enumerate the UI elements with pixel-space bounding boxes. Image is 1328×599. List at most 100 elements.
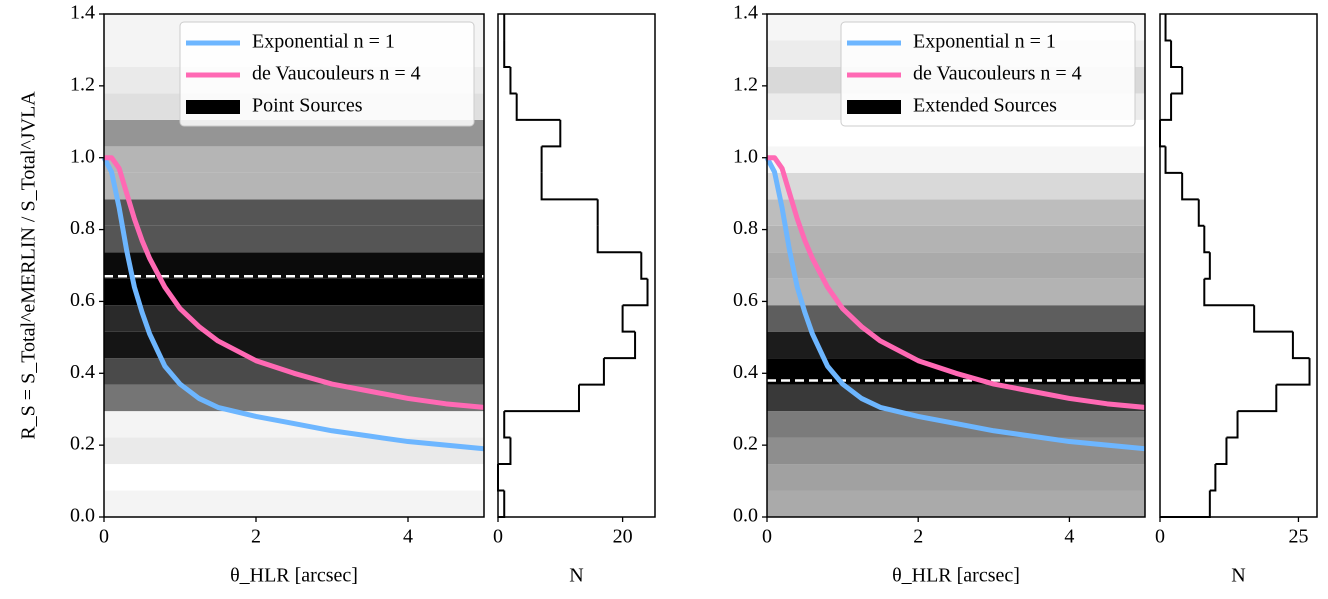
y-tick-label: 1.0 — [733, 145, 758, 167]
axes-frame — [497, 13, 656, 518]
histogram-step — [640, 252, 648, 280]
histogram-step — [621, 305, 636, 333]
y-tick-label: 1.4 — [70, 2, 95, 24]
x-axis-label: N — [569, 565, 583, 587]
histogram-step — [1226, 411, 1239, 439]
curve — [767, 155, 1146, 410]
histogram-step — [1237, 384, 1278, 413]
x-tick-label: 4 — [1064, 526, 1074, 548]
axes-frame — [103, 13, 485, 518]
density-band — [104, 490, 484, 517]
histogram-step — [541, 119, 562, 148]
x-tick-label: 25 — [1288, 526, 1308, 548]
legend-label: de Vaucouleurs n = 4 — [913, 63, 1082, 85]
y-tick-label: 0.0 — [733, 505, 758, 527]
histogram-step — [1159, 119, 1166, 148]
x-tick-label: 2 — [913, 526, 923, 548]
histogram-step — [515, 93, 561, 121]
x-tick-label: 4 — [403, 526, 413, 548]
histogram-step — [504, 384, 580, 413]
histogram-step — [1164, 14, 1172, 42]
histogram-step — [1204, 252, 1211, 280]
y-tick-label: 0.6 — [733, 289, 758, 311]
histogram-step — [578, 358, 605, 386]
legend-label: Extended Sources — [913, 95, 1057, 117]
x-axis-label: θ_HLR [arcsec] — [892, 565, 1020, 587]
legend-box — [179, 21, 475, 127]
curve — [101, 156, 485, 452]
axes-frame — [1159, 13, 1318, 518]
histogram-step — [540, 172, 598, 201]
x-axis-label: θ_HLR [arcsec] — [230, 565, 358, 587]
histogram-step — [1276, 358, 1311, 386]
histogram-step — [1203, 278, 1255, 307]
histogram-step — [622, 278, 649, 307]
density-band — [104, 146, 484, 173]
histogram-step — [503, 40, 511, 68]
y-tick-label: 1.2 — [733, 73, 758, 95]
x-tick-label: 0 — [99, 526, 109, 548]
y-tick-label: 0.4 — [70, 361, 95, 383]
histogram-step — [509, 66, 517, 95]
histogram-step — [603, 331, 637, 360]
y-tick-label: 0.8 — [733, 217, 758, 239]
legend-label: Exponential n = 1 — [252, 31, 395, 53]
y-tick-label: 1.0 — [70, 145, 95, 167]
y-tick-label: 0.0 — [70, 505, 95, 527]
curve — [764, 156, 1146, 452]
x-tick-label: 20 — [613, 526, 633, 548]
density-band — [767, 146, 1145, 173]
density-band — [104, 252, 484, 279]
y-tick-label: 0.2 — [733, 433, 758, 455]
histogram-step — [1181, 172, 1199, 201]
x-tick-label: 0 — [762, 526, 772, 548]
histogram-step — [503, 411, 511, 439]
density-band — [767, 172, 1145, 200]
legend-box — [840, 21, 1136, 127]
density-band — [767, 490, 1145, 517]
density-band — [104, 384, 484, 412]
density-band — [104, 199, 484, 226]
legend-label: Point Sources — [252, 95, 363, 117]
density-band — [767, 305, 1145, 332]
x-tick-label: 2 — [251, 526, 261, 548]
histogram-step — [1209, 464, 1217, 492]
histogram-step — [1170, 40, 1183, 68]
legend-swatch — [847, 100, 901, 114]
density-band — [767, 252, 1145, 279]
density-band — [104, 464, 484, 491]
histogram-step — [1291, 331, 1310, 360]
density-band — [104, 225, 484, 253]
y-tick-label: 0.6 — [70, 289, 95, 311]
histogram-step — [596, 225, 642, 254]
histogram-step — [498, 490, 506, 518]
density-band — [767, 225, 1145, 253]
legend-swatch — [186, 100, 240, 114]
histogram-step — [1160, 93, 1173, 121]
y-tick-label: 0.8 — [70, 217, 95, 239]
y-axis-label: R_S = S_Total^eMERLIN / S_Total^JVLA — [18, 91, 40, 440]
histogram-step — [1253, 305, 1293, 333]
histogram-step — [1171, 66, 1184, 95]
histogram-step — [1160, 490, 1211, 518]
density-band — [767, 384, 1145, 412]
axes-frame — [766, 13, 1146, 518]
histogram-step — [1197, 199, 1205, 227]
histogram-step — [1215, 437, 1228, 466]
legend-label: de Vaucouleurs n = 4 — [252, 63, 421, 85]
density-band — [104, 331, 484, 359]
density-band — [767, 331, 1145, 359]
y-tick-label: 1.4 — [733, 2, 758, 24]
legend-label: Exponential n = 1 — [913, 31, 1056, 53]
y-tick-label: 0.4 — [733, 361, 758, 383]
x-axis-label: N — [1231, 565, 1245, 587]
x-tick-label: 0 — [493, 526, 503, 548]
histogram-step — [497, 464, 505, 492]
curve — [104, 155, 485, 410]
histogram-step — [1164, 146, 1183, 174]
histogram-step — [498, 437, 512, 466]
y-tick-label: 0.2 — [70, 433, 95, 455]
density-band — [767, 464, 1145, 491]
density-band — [767, 199, 1145, 226]
